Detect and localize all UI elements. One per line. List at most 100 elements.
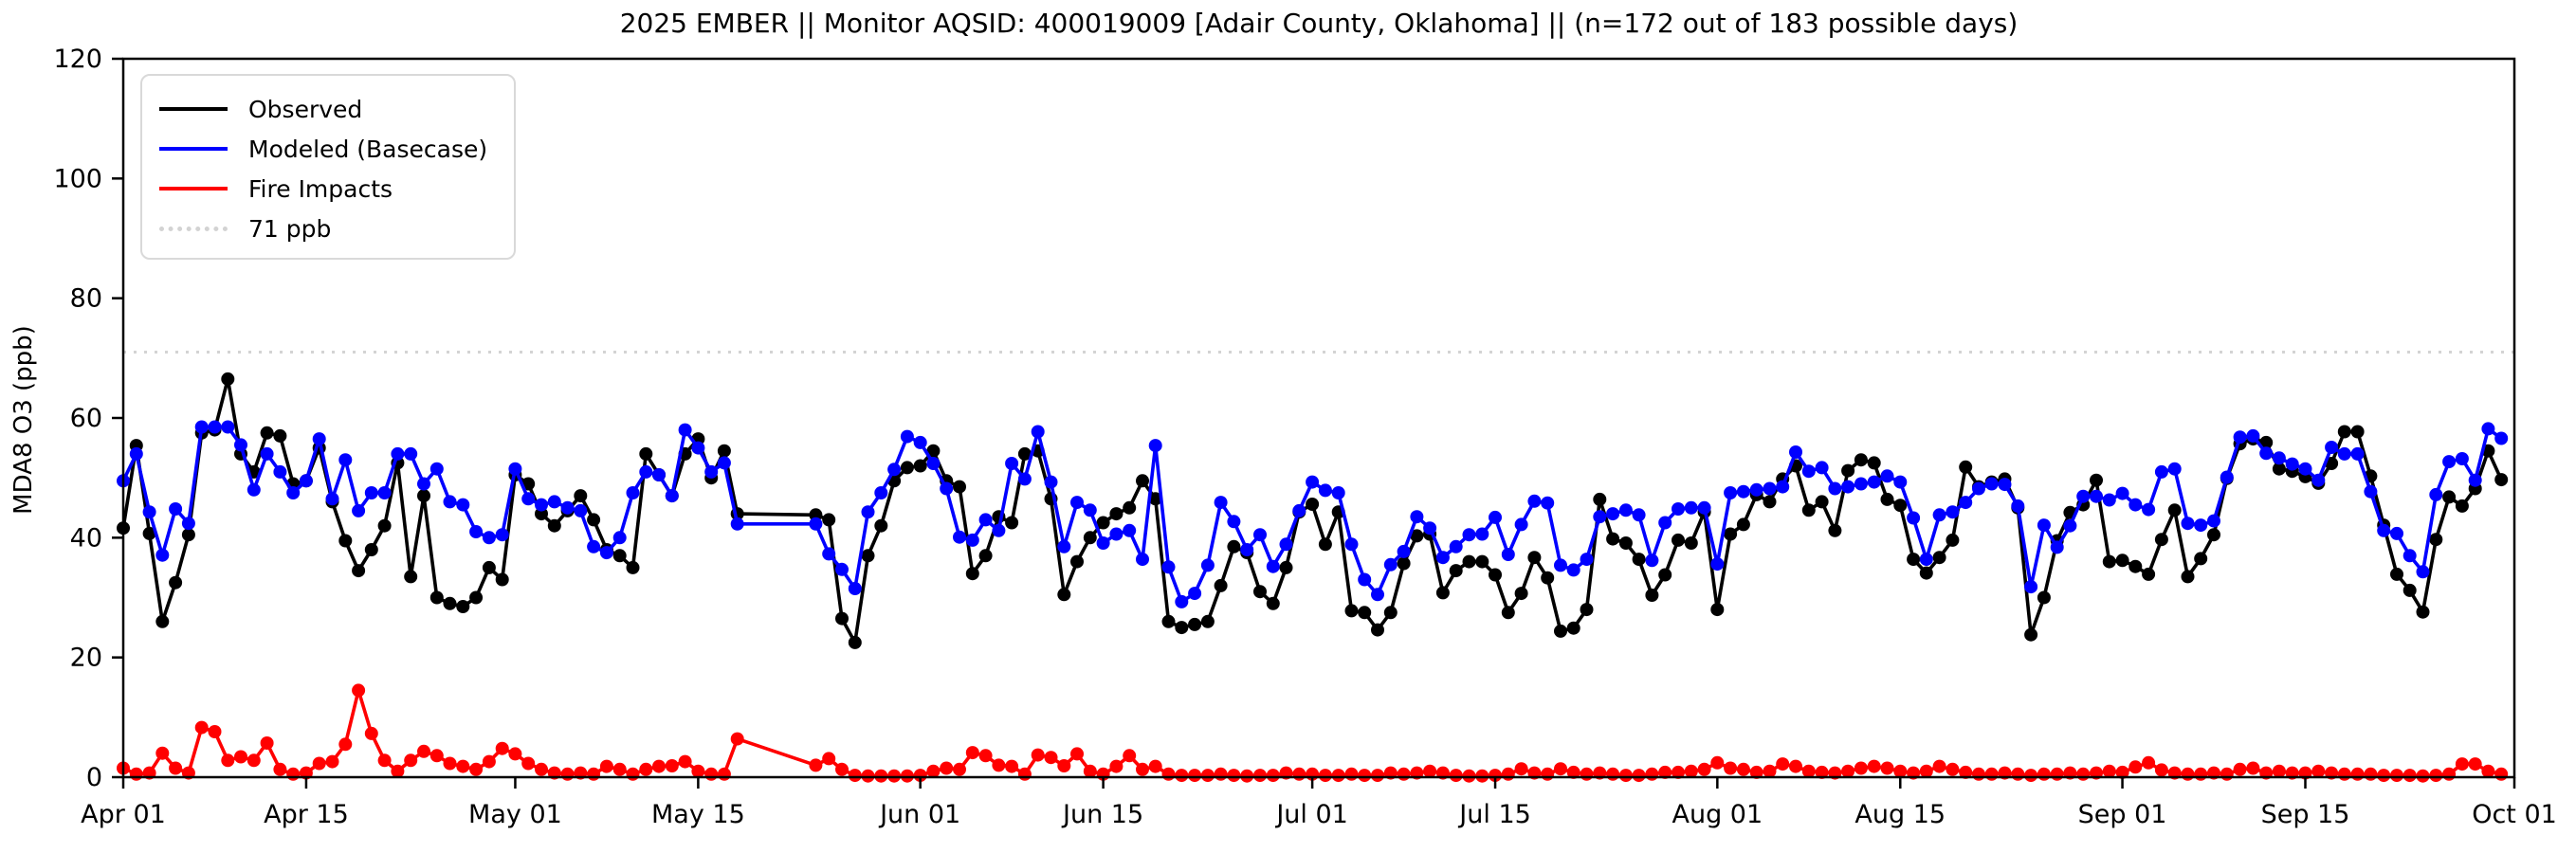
- x-tick-label: May 15: [651, 800, 745, 829]
- series-marker-modeled-basecase-: [913, 435, 927, 449]
- series-marker-fire-impacts: [704, 767, 719, 781]
- series-marker-fire-impacts: [1175, 769, 1189, 783]
- series-marker-observed: [1397, 556, 1411, 571]
- series-marker-modeled-basecase-: [469, 525, 484, 538]
- series-marker-fire-impacts: [1449, 769, 1463, 783]
- y-tick-label: 20: [70, 644, 102, 673]
- series-marker-observed: [1410, 529, 1424, 543]
- y-tick-label: 80: [70, 284, 102, 314]
- series-marker-fire-impacts: [1240, 769, 1254, 783]
- series-marker-fire-impacts: [2402, 769, 2417, 783]
- series-marker-fire-impacts: [2364, 767, 2378, 781]
- series-marker-observed: [1946, 533, 1960, 547]
- series-marker-observed: [1358, 606, 1372, 620]
- series-marker-modeled-basecase-: [1984, 477, 1999, 491]
- series-marker-modeled-basecase-: [1580, 553, 1594, 567]
- series-marker-observed: [1724, 527, 1738, 541]
- series-marker-observed: [1161, 614, 1176, 628]
- series-marker-fire-impacts: [848, 769, 862, 783]
- series-marker-modeled-basecase-: [2063, 518, 2077, 533]
- series-marker-modeled-basecase-: [704, 464, 719, 479]
- series-marker-modeled-basecase-: [1710, 557, 1725, 572]
- series-marker-observed: [338, 534, 353, 548]
- series-marker-modeled-basecase-: [1344, 537, 1359, 552]
- series-marker-modeled-basecase-: [1854, 477, 1868, 491]
- series-marker-observed: [1815, 495, 1829, 509]
- x-tick-label: Jun 15: [1061, 800, 1143, 829]
- series-marker-fire-impacts: [1880, 761, 1894, 775]
- series-marker-fire-impacts: [1566, 765, 1580, 779]
- series-marker-modeled-basecase-: [2259, 446, 2274, 461]
- series-marker-observed: [639, 446, 653, 461]
- series-marker-modeled-basecase-: [1175, 594, 1189, 608]
- series-marker-fire-impacts: [835, 762, 849, 776]
- series-marker-modeled-basecase-: [2337, 446, 2351, 461]
- series-marker-modeled-basecase-: [2233, 430, 2247, 445]
- series-marker-modeled-basecase-: [1123, 523, 1137, 537]
- series-marker-observed: [587, 513, 601, 527]
- series-marker-modeled-basecase-: [521, 492, 536, 506]
- series-marker-observed: [547, 518, 561, 533]
- series-marker-fire-impacts: [1188, 769, 1202, 783]
- series-marker-fire-impacts: [1854, 761, 1868, 775]
- series-marker-observed: [429, 590, 444, 605]
- series-marker-fire-impacts: [940, 761, 954, 775]
- series-marker-observed: [1383, 606, 1398, 620]
- series-marker-modeled-basecase-: [456, 498, 470, 512]
- series-marker-modeled-basecase-: [992, 523, 1006, 537]
- series-marker-modeled-basecase-: [2194, 518, 2208, 533]
- series-marker-modeled-basecase-: [848, 582, 862, 595]
- series-marker-modeled-basecase-: [234, 438, 247, 452]
- series-marker-observed: [1618, 536, 1633, 550]
- series-marker-fire-impacts: [429, 749, 444, 763]
- series-marker-observed: [574, 489, 588, 503]
- x-tick-label: Apr 15: [264, 800, 349, 829]
- series-marker-observed: [1606, 532, 1620, 546]
- series-marker-modeled-basecase-: [2481, 422, 2495, 436]
- series-marker-modeled-basecase-: [953, 530, 966, 544]
- series-marker-observed: [221, 372, 235, 386]
- series-marker-modeled-basecase-: [338, 453, 353, 467]
- legend-item-observed: Observed: [142, 89, 514, 129]
- series-marker-modeled-basecase-: [1292, 503, 1306, 517]
- chart-title: 2025 EMBER || Monitor AQSID: 400019009 […: [619, 8, 2019, 39]
- series-marker-observed: [1541, 571, 1555, 585]
- series-marker-fire-impacts: [1475, 769, 1489, 783]
- series-marker-modeled-basecase-: [1998, 478, 2012, 492]
- series-marker-modeled-basecase-: [404, 446, 418, 461]
- series-marker-modeled-basecase-: [626, 486, 640, 499]
- series-marker-modeled-basecase-: [1383, 557, 1398, 572]
- series-marker-fire-impacts: [639, 762, 653, 776]
- series-marker-modeled-basecase-: [1331, 486, 1345, 499]
- series-marker-modeled-basecase-: [2024, 580, 2038, 594]
- series-marker-observed: [2402, 583, 2417, 597]
- series-marker-observed: [1593, 492, 1607, 506]
- series-marker-fire-impacts: [2102, 764, 2116, 778]
- series-marker-observed: [2350, 425, 2365, 439]
- series-marker-modeled-basecase-: [508, 462, 522, 476]
- series-marker-modeled-basecase-: [2402, 549, 2417, 563]
- y-tick-label: 40: [70, 523, 102, 553]
- series-marker-fire-impacts: [887, 769, 902, 783]
- series-marker-modeled-basecase-: [1959, 496, 1973, 510]
- series-marker-modeled-basecase-: [2011, 499, 2025, 513]
- series-marker-observed: [2416, 605, 2430, 619]
- series-marker-modeled-basecase-: [1724, 486, 1738, 499]
- series-marker-observed: [1763, 495, 1777, 509]
- series-marker-observed: [169, 575, 183, 590]
- series-marker-observed: [1123, 500, 1137, 515]
- series-marker-modeled-basecase-: [1083, 503, 1097, 517]
- series-marker-modeled-basecase-: [1618, 503, 1633, 517]
- series-marker-fire-impacts: [155, 746, 170, 760]
- series-marker-fire-impacts: [2246, 761, 2260, 775]
- series-marker-fire-impacts: [691, 764, 705, 778]
- series-marker-observed: [2272, 462, 2286, 476]
- series-marker-observed: [861, 549, 875, 563]
- series-marker-modeled-basecase-: [1932, 508, 1946, 522]
- series-marker-fire-impacts: [2468, 757, 2482, 771]
- series-marker-modeled-basecase-: [730, 517, 744, 531]
- series-marker-observed: [2090, 473, 2103, 487]
- series-marker-fire-impacts: [2024, 769, 2038, 783]
- series-marker-modeled-basecase-: [678, 423, 692, 437]
